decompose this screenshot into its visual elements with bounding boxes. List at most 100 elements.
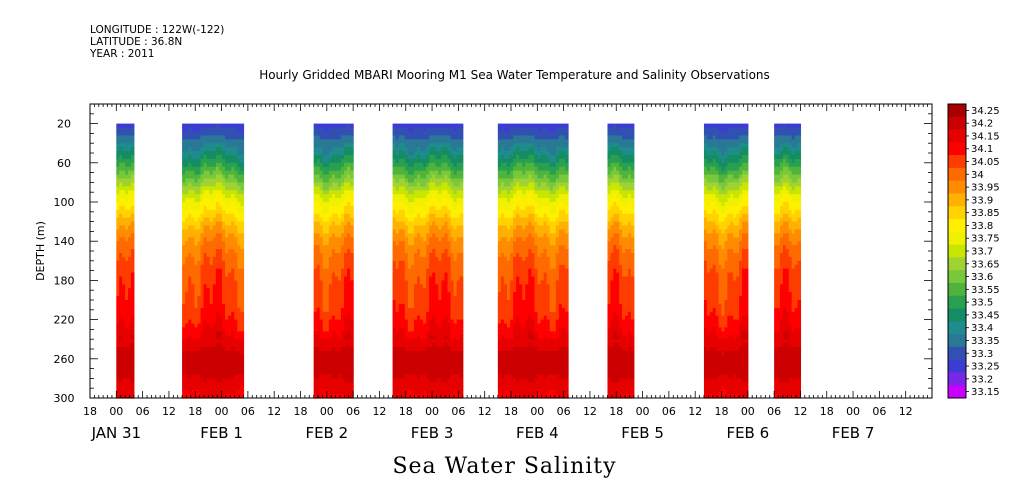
heatmap-cell <box>130 319 135 325</box>
heatmap-cell <box>316 343 321 348</box>
heatmap-cell <box>325 327 330 332</box>
heatmap-cell <box>407 339 412 344</box>
heatmap-cell <box>410 178 415 183</box>
heatmap-cell <box>497 323 502 329</box>
heatmap-cell <box>319 296 324 301</box>
heatmap-cell <box>316 292 321 297</box>
heatmap-cell <box>218 350 223 356</box>
heatmap-cell <box>404 300 409 305</box>
heatmap-cell <box>435 174 439 180</box>
heatmap-cell <box>503 131 508 136</box>
heatmap-cell <box>350 394 354 399</box>
heatmap-cell <box>392 241 397 246</box>
heatmap-cell <box>417 370 421 376</box>
heatmap-cell <box>447 390 452 395</box>
heatmap-cell <box>337 366 342 372</box>
heatmap-cell <box>188 123 192 129</box>
heatmap-cell <box>392 198 397 203</box>
heatmap-cell <box>347 190 351 195</box>
heatmap-cell <box>240 229 245 234</box>
heatmap-cell <box>225 229 229 234</box>
heatmap-cell <box>188 354 192 360</box>
heatmap-cell <box>331 276 336 281</box>
heatmap-cell <box>215 280 220 285</box>
heatmap-cell <box>401 151 406 156</box>
heatmap-cell <box>447 213 452 219</box>
heatmap-cell <box>404 162 409 168</box>
heatmap-cell <box>429 158 433 164</box>
heatmap-cell <box>395 256 400 262</box>
heatmap-cell <box>404 256 409 262</box>
heatmap-cell <box>319 284 324 289</box>
heatmap-cell <box>182 311 186 317</box>
heatmap-cell <box>413 202 418 207</box>
heatmap-cell <box>413 268 418 274</box>
heatmap-cell <box>435 315 439 321</box>
heatmap-cell <box>447 233 452 238</box>
heatmap-cell <box>435 151 439 156</box>
heatmap-cell <box>516 256 520 262</box>
heatmap-cell <box>420 131 424 136</box>
heatmap-cell <box>185 390 189 395</box>
heatmap-cell <box>510 284 514 289</box>
heatmap-cell <box>456 296 461 301</box>
heatmap-cell <box>407 154 412 160</box>
heatmap-cell <box>234 166 238 172</box>
heatmap-cell <box>191 280 195 285</box>
heatmap-cell <box>328 241 333 246</box>
heatmap-cell <box>234 186 238 191</box>
heatmap-cell <box>331 339 336 344</box>
heatmap-cell <box>200 343 205 348</box>
heatmap-cell <box>447 296 452 301</box>
heatmap-cell <box>398 303 403 309</box>
heatmap-cell <box>441 249 446 254</box>
heatmap-cell <box>340 245 345 250</box>
heatmap-cell <box>334 252 339 258</box>
heatmap-cell <box>331 331 336 336</box>
heatmap-cell <box>392 386 397 391</box>
heatmap-cell <box>513 311 517 317</box>
heatmap-cell <box>503 303 508 309</box>
heatmap-cell <box>237 202 242 207</box>
heatmap-cell <box>497 190 502 195</box>
heatmap-cell <box>503 284 508 289</box>
heatmap-cell <box>423 139 427 144</box>
heatmap-cell <box>516 339 520 344</box>
heatmap-cell <box>203 358 208 364</box>
heatmap-cell <box>417 252 421 258</box>
heatmap-cell <box>398 347 403 352</box>
heatmap-cell <box>453 147 458 152</box>
heatmap-cell <box>325 182 330 187</box>
heatmap-cell <box>209 245 214 250</box>
heatmap-cell <box>328 382 333 387</box>
heatmap-cell <box>215 354 220 360</box>
heatmap-cell <box>331 143 336 148</box>
heatmap-cell <box>218 131 223 136</box>
heatmap-cell <box>331 127 336 133</box>
heatmap-cell <box>423 241 427 246</box>
heatmap-cell <box>194 147 199 152</box>
heatmap-cell <box>519 323 523 329</box>
heatmap-cell <box>347 154 351 160</box>
heatmap-cell <box>194 182 199 187</box>
heatmap-cell <box>231 256 235 262</box>
heatmap-cell <box>417 339 421 344</box>
heatmap-cell <box>407 311 412 317</box>
heatmap-cell <box>522 307 526 313</box>
heatmap-cell <box>519 233 523 238</box>
heatmap-cell <box>206 139 211 144</box>
heatmap-cell <box>432 245 436 250</box>
heatmap-cell <box>500 347 505 352</box>
heatmap-cell <box>203 147 208 152</box>
heatmap-cell <box>116 350 120 356</box>
heatmap-cell <box>447 354 452 360</box>
heatmap-cell <box>240 268 245 274</box>
heatmap-cell <box>203 315 208 321</box>
heatmap-cell <box>456 162 461 168</box>
heatmap-cell <box>316 264 321 270</box>
heatmap-cell <box>444 307 449 313</box>
heatmap-cell <box>350 190 354 195</box>
heatmap-cell <box>231 229 235 234</box>
heatmap-cell <box>194 131 199 136</box>
heatmap-cell <box>130 237 135 242</box>
